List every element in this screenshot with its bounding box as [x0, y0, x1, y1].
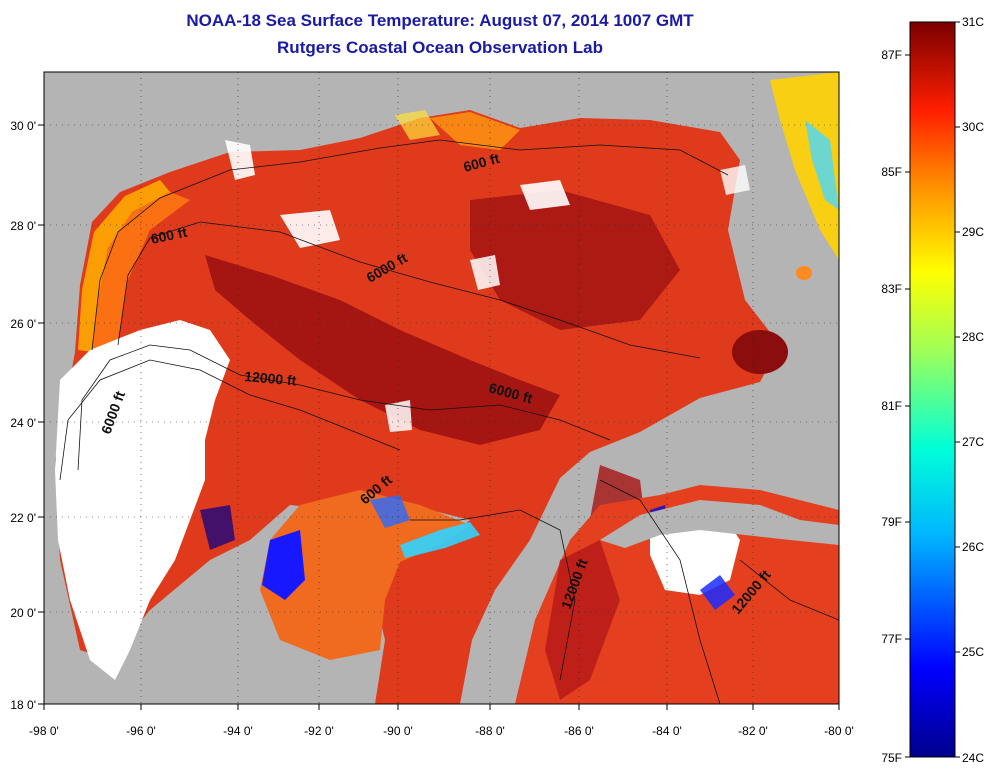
- celsius-label: 24C: [962, 751, 984, 765]
- cloud-mask: [55, 320, 230, 680]
- y-tick-label: 24 0': [10, 416, 36, 430]
- contour-label: 600 ft: [149, 224, 188, 247]
- x-tick-label: -98 0': [29, 724, 59, 738]
- fahrenheit-label: 85F: [881, 165, 902, 179]
- x-tick-label: -88 0': [475, 724, 505, 738]
- yucatan-shelf: [260, 490, 470, 660]
- x-tick-label: -86 0': [564, 724, 594, 738]
- y-tick-label: 28 0': [10, 219, 36, 233]
- texas-shelf-band: [78, 180, 170, 352]
- fahrenheit-label: 75F: [881, 751, 902, 765]
- fahrenheit-label: 87F: [881, 48, 902, 62]
- fahrenheit-label: 83F: [881, 282, 902, 296]
- y-tick-label: 30 0': [10, 119, 36, 133]
- warm-core: [205, 255, 560, 445]
- bathymetry-contours: [59, 139, 839, 704]
- fahrenheit-label: 77F: [881, 632, 902, 646]
- celsius-label: 27C: [962, 435, 984, 449]
- fahrenheit-label: 79F: [881, 515, 902, 529]
- x-tick-label: -84 0': [652, 724, 682, 738]
- sst-map: 600 ft 600 ft 6000 ft 12000 ft 6000 ft 6…: [44, 72, 839, 704]
- x-tick-label: -92 0': [304, 724, 334, 738]
- y-tick-label: 18 0': [10, 698, 36, 712]
- x-tick-label: -82 0': [738, 724, 768, 738]
- x-tick-label: -80 0': [824, 724, 854, 738]
- celsius-label: 30C: [962, 120, 984, 134]
- celsius-label: 29C: [962, 225, 984, 239]
- contour-label: 12000 ft: [244, 368, 298, 389]
- fahrenheit-label: 81F: [881, 399, 902, 413]
- page-title: NOAA-18 Sea Surface Temperature: August …: [186, 11, 694, 30]
- graticule: [44, 72, 839, 704]
- axis-ticks: [38, 124, 840, 710]
- celsius-label: 26C: [962, 540, 984, 554]
- x-tick-label: -94 0': [223, 724, 253, 738]
- y-tick-label: 22 0': [10, 511, 36, 525]
- celsius-label: 25C: [962, 645, 984, 659]
- celsius-label: 28C: [962, 330, 984, 344]
- colorbar: [909, 21, 956, 758]
- florida-shelf-band: [770, 72, 839, 260]
- colorbar-ticks: [905, 21, 960, 758]
- x-tick-label: -96 0': [126, 724, 156, 738]
- y-tick-label: 26 0': [10, 317, 36, 331]
- y-tick-label: 20 0': [10, 606, 36, 620]
- x-tick-label: -90 0': [383, 724, 413, 738]
- celsius-label: 31C: [962, 15, 984, 29]
- map-frame: [43, 71, 840, 705]
- page-subtitle: Rutgers Coastal Ocean Observation Lab: [277, 38, 603, 57]
